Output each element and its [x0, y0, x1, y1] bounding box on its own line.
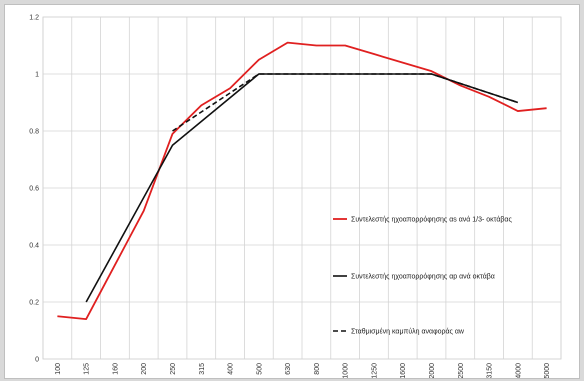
x-tick-label: 250	[170, 363, 177, 375]
series-line-1	[57, 41, 547, 321]
x-tick-label: 1600	[400, 363, 407, 378]
legend-label-1: Συντελεστής ηχοαπορρόφησης αs ανά 1/3- ο…	[351, 216, 512, 224]
x-tick-label: 3150	[487, 363, 494, 378]
x-tick-label: 1250	[371, 363, 378, 378]
x-tick-label: 2000	[429, 363, 436, 378]
series-line-3	[172, 73, 519, 132]
x-tick-label: 100	[55, 363, 62, 375]
legend: Συντελεστής ηχοαπορρόφησης αs ανά 1/3- ο…	[333, 216, 512, 336]
x-tick-label: 315	[199, 363, 206, 375]
x-tick-label: 5000	[544, 363, 551, 378]
chart-frame: 0 0.2 0.4 0.6 0.8 1 1.2 100 125 160 200 250 315 400 50…	[4, 4, 580, 379]
x-tick-label: 125	[84, 363, 91, 375]
y-tick-label: 0.4	[29, 243, 39, 250]
x-tick-label: 500	[256, 363, 263, 375]
y-tick-label: 0	[35, 357, 39, 364]
y-tick-label: 1.2	[29, 15, 39, 22]
y-tick-label: 0.6	[29, 186, 39, 193]
grid-layer	[42, 16, 562, 360]
x-tick-label: 160	[112, 363, 119, 375]
y-tick-label: 0.8	[29, 129, 39, 136]
x-tick-label: 800	[314, 363, 321, 375]
series-layer	[57, 41, 547, 321]
x-tick-label: 2500	[458, 363, 465, 378]
axis-layer: 0 0.2 0.4 0.6 0.8 1 1.2 100 125 160 200 250 315 400 50…	[29, 15, 551, 379]
x-tick-label: 630	[285, 363, 292, 375]
legend-label-2: Συντελεστής ηχοαπορρόφησης αp ανά οκτάβα	[351, 273, 495, 281]
x-tick-label: 200	[141, 363, 148, 375]
legend-label-3: Σταθμισμένη καμπύλη αναφοράς αw	[351, 328, 465, 336]
x-tick-label: 400	[228, 363, 235, 375]
y-tick-label: 1	[35, 72, 39, 79]
y-tick-label: 0.2	[29, 300, 39, 307]
x-tick-label: 4000	[515, 363, 522, 378]
line-chart: 0 0.2 0.4 0.6 0.8 1 1.2 100 125 160 200 250 315 400 50…	[29, 15, 562, 379]
x-tick-label: 1000	[343, 363, 350, 378]
